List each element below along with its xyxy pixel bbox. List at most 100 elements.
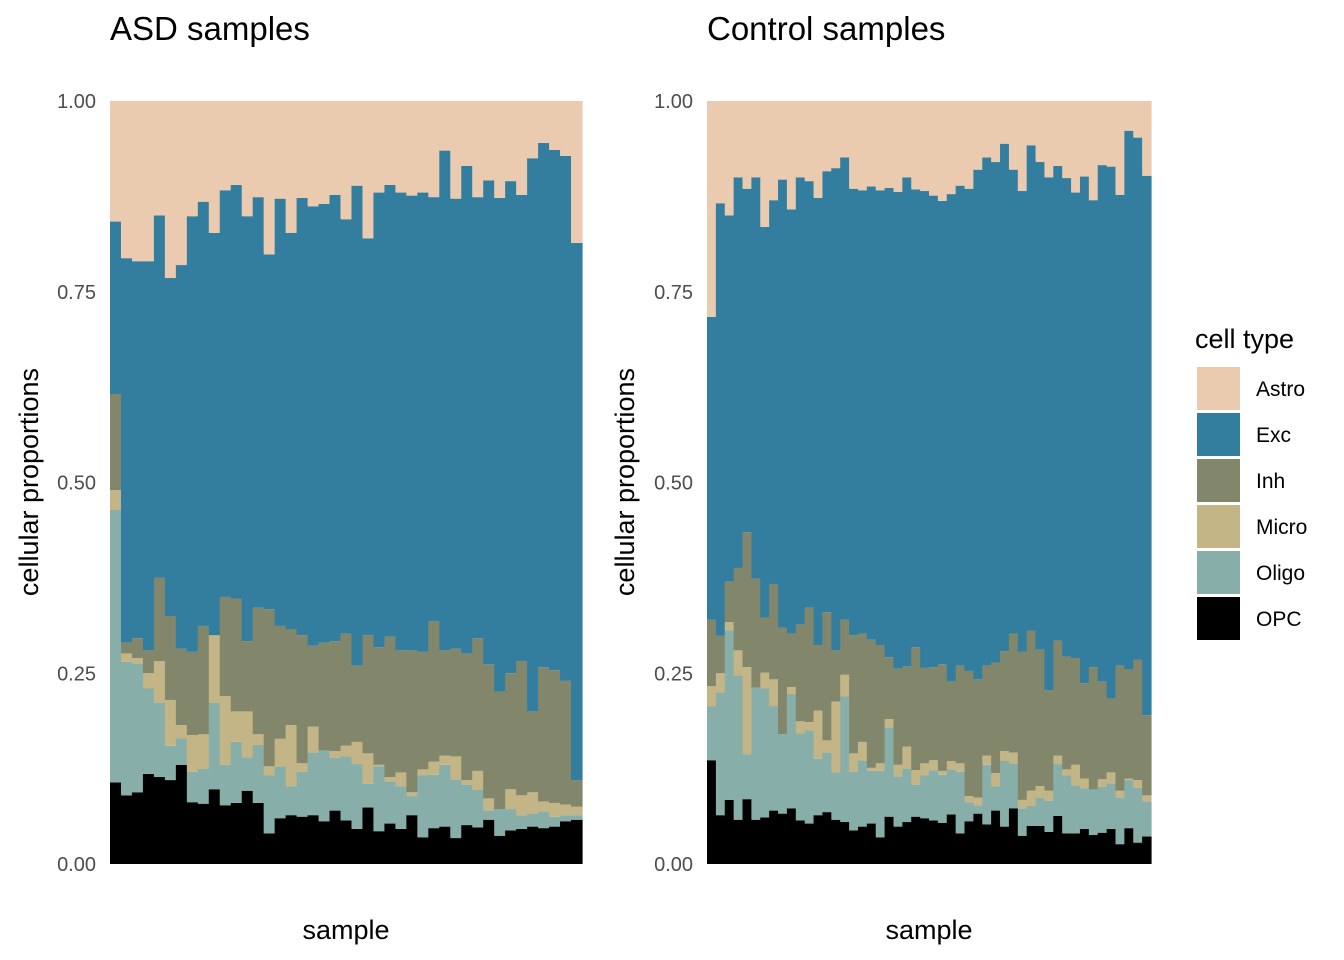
asd-panel: ASD samples 0.00 0.25 0.50 0.75 1.00 cellula… <box>14 10 583 945</box>
bar-segment-exc <box>715 203 726 636</box>
bar-segment-inh <box>274 625 287 739</box>
bar-segment-micro <box>285 725 298 787</box>
bar-segment-inh <box>920 667 930 764</box>
bar-segment-oligo <box>549 816 561 827</box>
bar-segment-micro <box>219 696 232 765</box>
bar-segment-inh <box>450 648 462 757</box>
bar-segment-micro <box>263 766 276 776</box>
bar-segment-opc <box>1142 836 1152 864</box>
bar-segment-exc <box>285 233 298 629</box>
bar-segment-oligo <box>742 754 752 800</box>
bar-segment-inh <box>483 664 495 799</box>
bar-segment-exc <box>296 197 309 636</box>
bar-segment-inh <box>516 661 528 796</box>
bar-segment-oligo <box>450 779 462 839</box>
bar-segment-micro <box>571 806 583 816</box>
bar-segment-astro <box>875 101 886 191</box>
bar-segment-exc <box>911 189 921 648</box>
bar-segment-inh <box>1079 683 1090 779</box>
bar-segment-micro <box>1142 795 1152 802</box>
bar-segment-oligo <box>373 766 386 832</box>
bar-segment-exc <box>252 197 265 608</box>
bar-segment-oligo <box>1017 808 1028 836</box>
bar-segment-opc <box>329 810 342 864</box>
bar-segment-astro <box>219 101 232 191</box>
bar-segment-oligo <box>778 734 788 814</box>
bar-segment-oligo <box>208 703 221 790</box>
bar-segment-opc <box>428 828 440 864</box>
bar-segment-opc <box>340 820 353 864</box>
bar-segment-astro <box>1106 101 1117 167</box>
bar-segment-exc <box>866 186 877 640</box>
bar-segment-inh <box>329 641 342 752</box>
bar-segment-micro <box>373 764 386 767</box>
bar-segment-inh <box>813 645 824 711</box>
bar-segment-inh <box>351 665 364 742</box>
bar-segment-astro <box>285 101 298 233</box>
bar-segment-astro <box>742 101 752 189</box>
bar-segment-inh <box>384 636 396 778</box>
bar-segment-astro <box>929 101 939 196</box>
bar-segment-astro <box>715 101 726 204</box>
bar-segment-exc <box>831 168 841 651</box>
bar-segment-astro <box>733 101 744 178</box>
control-y-axis-title: cellular proportions <box>610 368 640 596</box>
bar-segment-astro <box>307 101 320 207</box>
bar-segment-micro <box>884 719 895 728</box>
asd-plot-area <box>110 101 583 864</box>
bar-segment-oligo <box>329 757 342 811</box>
bar-segment-astro <box>362 101 375 239</box>
bar-segment-astro <box>893 101 903 192</box>
bar-segment-exc <box>1124 130 1134 670</box>
bar-segment-opc <box>920 818 930 864</box>
bar-segment-oligo <box>560 815 572 822</box>
bar-segment-inh <box>340 633 353 746</box>
bar-segment-inh <box>549 670 561 803</box>
bar-segment-oligo <box>285 786 298 816</box>
bar-segment-opc <box>822 812 832 864</box>
bar-segment-micro <box>110 490 122 510</box>
bar-segment-astro <box>1133 101 1143 138</box>
bar-segment-astro <box>571 101 583 243</box>
bar-segment-oligo <box>751 687 761 820</box>
bar-segment-oligo <box>274 766 287 819</box>
bar-segment-oligo <box>362 783 375 808</box>
bar-segment-inh <box>142 650 155 674</box>
bar-segment-opc <box>296 816 309 864</box>
bar-segment-inh <box>893 668 903 765</box>
bar-segment-opc <box>351 828 364 864</box>
bar-segment-astro <box>946 101 957 195</box>
bar-segment-inh <box>1088 667 1099 790</box>
bar-segment-oligo <box>230 741 243 803</box>
bar-segment-micro <box>527 792 539 814</box>
bar-segment-exc <box>884 187 895 658</box>
bar-segment-micro <box>955 763 966 772</box>
bar-segment-opc <box>786 808 797 864</box>
bar-segment-opc <box>1044 831 1054 864</box>
bar-segment-exc <box>840 157 850 620</box>
bar-segment-opc <box>439 826 451 864</box>
bar-segment-oligo <box>822 752 832 813</box>
bar-segment-exc <box>804 181 815 608</box>
bar-segment-inh <box>742 532 752 668</box>
bar-segment-opc <box>1017 835 1028 864</box>
bar-segment-opc <box>252 802 265 864</box>
bar-segment-opc <box>142 773 155 864</box>
bar-segment-opc <box>937 822 948 864</box>
bar-segment-micro <box>769 679 779 707</box>
bar-segment-oligo <box>483 810 495 820</box>
bar-segment-exc <box>527 158 539 712</box>
bar-segment-astro <box>252 101 265 198</box>
bar-segment-oligo <box>804 730 815 824</box>
bar-segment-astro <box>902 101 912 178</box>
bar-segment-astro <box>384 101 396 185</box>
bar-segment-exc <box>1008 169 1019 634</box>
bar-segment-astro <box>813 101 824 198</box>
bar-segment-opc <box>186 802 199 864</box>
bar-segment-exc <box>439 150 451 651</box>
bar-segment-exc <box>1062 178 1072 657</box>
bar-segment-oligo <box>1000 761 1010 827</box>
bar-segment-micro <box>786 686 797 694</box>
bar-segment-opc <box>733 819 744 864</box>
bar-segment-micro <box>1106 772 1117 784</box>
